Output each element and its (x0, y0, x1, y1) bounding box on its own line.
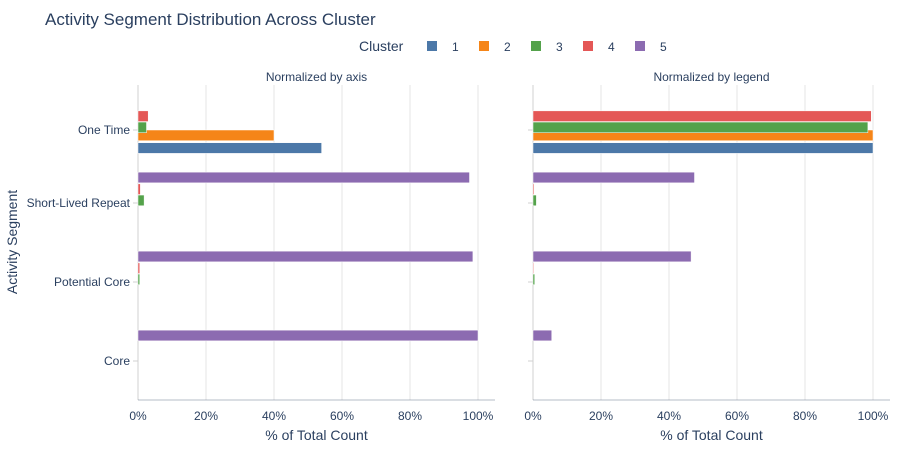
legend-label-4[interactable]: 4 (608, 40, 615, 54)
bar-cluster-5[interactable] (137, 171, 470, 184)
bar-cluster-4[interactable] (532, 262, 535, 274)
x-tick-label: 100% (858, 409, 889, 423)
legend-label-2[interactable]: 2 (504, 40, 511, 54)
x-tick-label: 80% (793, 409, 817, 423)
x-tick-label: 40% (657, 409, 681, 423)
legend-title: Cluster (359, 38, 404, 54)
legend-swatch-3[interactable] (531, 41, 541, 51)
bar-cluster-3[interactable] (532, 273, 535, 285)
bar-cluster-3[interactable] (532, 121, 869, 134)
bar-cluster-4[interactable] (532, 110, 872, 122)
bar-cluster-3[interactable] (137, 194, 145, 207)
bar-cluster-4[interactable] (137, 110, 149, 122)
y-tick-label: One Time (78, 123, 130, 137)
bar-cluster-1[interactable] (137, 142, 322, 154)
x-axis-title: % of Total Count (265, 427, 368, 443)
bar-cluster-3[interactable] (137, 121, 147, 134)
bar-cluster-4[interactable] (137, 183, 141, 195)
x-axis-title: % of Total Count (660, 427, 763, 443)
panels: 0% 20% 40% 60% 80% 100% Normalized by axis % of… (27, 70, 890, 443)
bar-cluster-3[interactable] (532, 194, 537, 207)
bar-cluster-4[interactable] (532, 183, 535, 195)
bar-cluster-5[interactable] (137, 329, 479, 342)
bar-cluster-5[interactable] (137, 250, 474, 263)
legend-label-3[interactable]: 3 (556, 40, 563, 54)
panel-title: Normalized by axis (266, 70, 367, 84)
x-tick-label: 60% (330, 409, 354, 423)
legend-swatch-1[interactable] (427, 41, 437, 51)
y-tick-label: Short-Lived Repeat (27, 196, 131, 210)
x-tick-label: 20% (589, 409, 613, 423)
x-tick-label: 0% (524, 409, 542, 423)
bar-cluster-5[interactable] (532, 171, 695, 184)
x-tick-label: 80% (398, 409, 422, 423)
y-tick-label: Potential Core (54, 275, 130, 289)
legend: Cluster 1 2 3 4 5 (359, 38, 667, 54)
legend-swatch-5[interactable] (635, 41, 645, 51)
panel-1: 0% 20% 40% 60% 80% 100% Normalized by axis % of… (27, 70, 495, 443)
bar-cluster-5[interactable] (532, 329, 552, 342)
y-tick-label: Core (104, 354, 130, 368)
x-tick-label: 0% (129, 409, 147, 423)
bar-cluster-5[interactable] (532, 250, 692, 263)
legend-label-5[interactable]: 5 (660, 40, 667, 54)
chart-title: Activity Segment Distribution Across Clu… (45, 10, 376, 29)
legend-swatch-2[interactable] (479, 41, 489, 51)
bar-cluster-3[interactable] (137, 273, 140, 285)
bar-cluster-4[interactable] (137, 262, 140, 274)
panel-2: 0% 20% 40% 60% 80% 100% Normalized by legend % … (524, 70, 890, 443)
x-tick-label: 20% (194, 409, 218, 423)
x-tick-label: 40% (262, 409, 286, 423)
bar-cluster-1[interactable] (532, 142, 874, 154)
x-tick-label: 60% (725, 409, 749, 423)
legend-swatch-4[interactable] (583, 41, 593, 51)
legend-label-1[interactable]: 1 (452, 40, 459, 54)
x-tick-label: 100% (463, 409, 494, 423)
y-axis-title: Activity Segment (4, 190, 20, 294)
bar-cluster-2[interactable] (137, 129, 275, 141)
panel-title: Normalized by legend (653, 70, 769, 84)
